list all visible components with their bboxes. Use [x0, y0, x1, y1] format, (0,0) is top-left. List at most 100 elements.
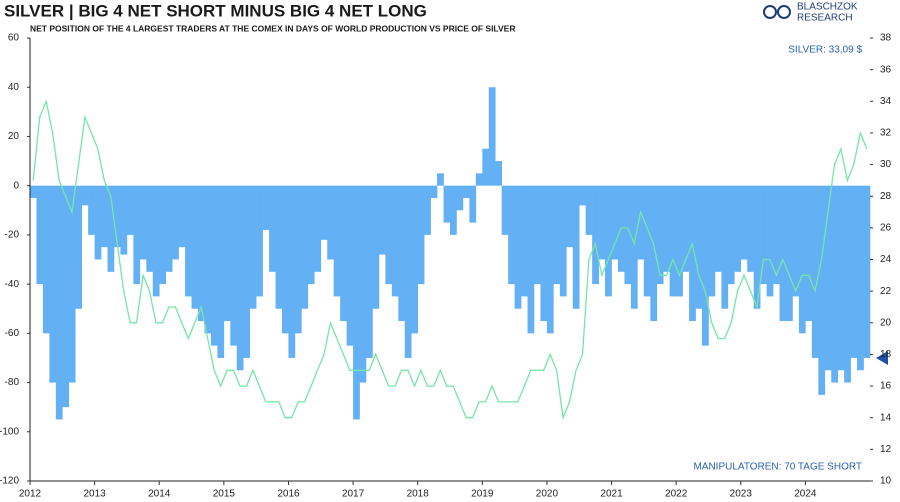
y2-tick-label: 38 [880, 33, 892, 44]
y-tick-label: 20 [8, 131, 20, 142]
y2-tick-label: 30 [880, 159, 892, 170]
bar [443, 185, 451, 223]
bar [385, 185, 393, 285]
bar [650, 185, 658, 322]
x-tick-label: 2016 [277, 489, 300, 500]
logo-icon [777, 5, 791, 19]
bar [714, 185, 722, 272]
x-tick-label: 2014 [148, 489, 171, 500]
y2-tick-label: 28 [880, 191, 892, 202]
bar [579, 185, 586, 206]
plot [30, 87, 871, 421]
bar [850, 185, 858, 358]
y-tick-label: 60 [8, 33, 20, 44]
bar [663, 185, 670, 272]
chart-title: SILVER | BIG 4 NET SHORT MINUS BIG 4 NET… [4, 1, 427, 20]
bar [734, 185, 742, 272]
bar [702, 185, 709, 346]
y2-tick-label: 36 [880, 64, 892, 75]
bar [553, 185, 561, 285]
bar [637, 185, 645, 260]
bar [36, 185, 44, 285]
bar [488, 87, 496, 186]
bar [417, 185, 425, 285]
bar [521, 185, 528, 297]
bar [695, 185, 703, 309]
bar [139, 185, 147, 260]
bar [42, 185, 50, 334]
bar [456, 185, 464, 211]
bar [811, 185, 819, 358]
bar [831, 185, 838, 383]
bar [81, 185, 89, 206]
bar [805, 185, 813, 322]
bar [462, 185, 470, 198]
y-tick-label: -120 [0, 476, 19, 487]
bar [269, 185, 276, 272]
bar [249, 185, 257, 309]
x-tick-label: 2019 [471, 489, 494, 500]
bar [760, 185, 767, 285]
bar [30, 185, 37, 198]
bar [534, 185, 541, 285]
bar [204, 185, 212, 334]
y2-tick-label: 14 [880, 412, 892, 423]
bar [107, 185, 115, 272]
x-tick-label: 2022 [665, 489, 688, 500]
bar [508, 185, 515, 285]
bar [779, 185, 787, 322]
x-tick-label: 2013 [83, 489, 106, 500]
bar [307, 185, 315, 285]
bar [391, 185, 399, 297]
bar [114, 185, 121, 248]
bar [585, 185, 593, 235]
bar [62, 185, 70, 408]
bar [178, 185, 186, 248]
bar [314, 185, 322, 272]
bar [546, 185, 554, 334]
bar [475, 173, 483, 186]
bar [372, 185, 380, 309]
bar [656, 185, 664, 285]
bar [68, 185, 76, 383]
bar [747, 185, 754, 272]
bar [165, 185, 173, 272]
bar [824, 185, 832, 371]
bar [236, 185, 244, 371]
bar [294, 185, 302, 334]
bar [630, 185, 638, 309]
bar [88, 185, 95, 235]
bar [353, 185, 360, 420]
bar [49, 185, 57, 383]
bar [75, 185, 82, 309]
bar [643, 185, 651, 297]
bar [366, 185, 373, 358]
chart-subtitle: NET POSITION OF THE 4 LARGEST TRADERS AT… [30, 23, 515, 33]
bar [230, 185, 238, 346]
bar [159, 185, 166, 285]
bar [243, 185, 250, 358]
bar [275, 185, 283, 309]
price-line [32, 99, 868, 421]
y2-tick-label: 32 [880, 128, 892, 139]
y-tick-label: -40 [5, 279, 20, 290]
bar [773, 185, 780, 285]
bar [708, 185, 716, 297]
bar [359, 185, 367, 383]
annotation: MANIPULATOREN: 70 TAGE SHORT [693, 462, 862, 473]
x-tick-label: 2021 [600, 489, 623, 500]
bar [689, 185, 696, 322]
brand-name: BLASCHZOK [797, 2, 858, 13]
bar [340, 185, 347, 322]
bar [437, 173, 444, 186]
bar [424, 185, 431, 235]
y-tick-label: -60 [5, 328, 20, 339]
y2-tick-label: 26 [880, 222, 892, 233]
x-tick-label: 2020 [536, 489, 559, 500]
bar [210, 185, 218, 346]
y-tick-label: 0 [13, 180, 19, 191]
y2-tick-label: 10 [880, 476, 892, 487]
bar [346, 185, 354, 346]
bar [721, 185, 729, 309]
